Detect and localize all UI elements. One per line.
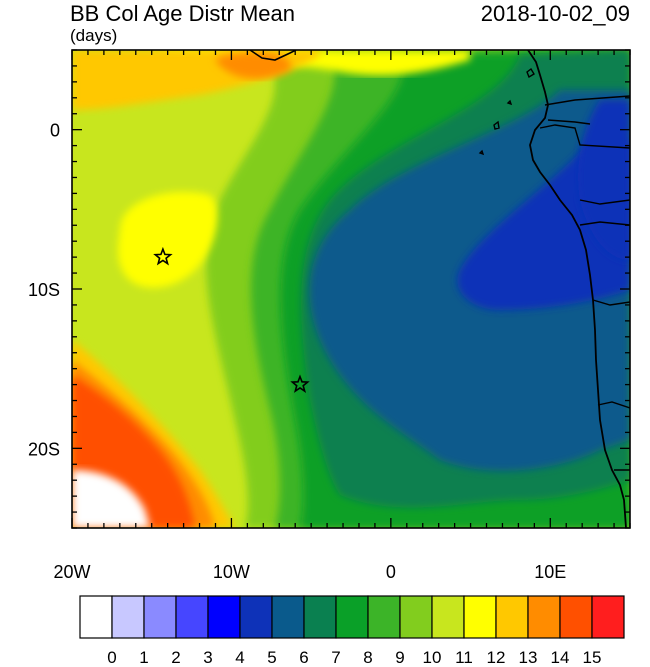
colorbar-label: 11: [455, 648, 473, 667]
x-tick-label: 20W: [53, 562, 90, 582]
colorbar-label: 1: [139, 648, 148, 667]
colorbar-label: 8: [363, 648, 372, 667]
island-sao-tome: [493, 120, 500, 130]
colorbar: 0 1 2 3 4 5 6 7 8 9 10 11 12 13 14 15: [79, 595, 625, 667]
colorbar-label: 15: [583, 648, 602, 667]
colorbar-label: 5: [267, 648, 276, 667]
colorbar-label: 2: [171, 648, 180, 667]
site-markers: [153, 246, 310, 393]
island-principe: [506, 99, 513, 106]
africa-coastline: [527, 50, 627, 528]
colorbar-label: 4: [235, 648, 244, 667]
colorbar-swatch: [335, 595, 369, 639]
colorbar-swatch: [143, 595, 177, 639]
timestamp: 2018-10-02_09: [480, 1, 630, 26]
country-borders: [539, 95, 630, 471]
colorbar-swatch: [79, 595, 113, 639]
x-tick-label: 10W: [213, 562, 250, 582]
colorbar-label: 0: [107, 648, 116, 667]
colorbar-label: 9: [395, 648, 404, 667]
colorbar-swatch: [239, 595, 273, 639]
y-tick-label: 0: [50, 121, 60, 141]
y-tick-label: 20S: [28, 439, 60, 459]
colorbar-swatch: [559, 595, 593, 639]
island-bioko: [526, 67, 535, 79]
field-band-12-west: [117, 191, 218, 288]
colorbar-swatch: [431, 595, 465, 639]
colorbar-swatch: [367, 595, 401, 639]
colorbar-swatch: [463, 595, 497, 639]
island-annobon: [478, 149, 485, 156]
star-marker: [290, 374, 310, 393]
axis-ticks: 20W 10W 0 10E 0 10S 20S: [28, 49, 631, 582]
y-tick-label: 10S: [28, 280, 60, 300]
map-title: BB Col Age Distr Mean: [70, 1, 295, 26]
units-label: (days): [70, 26, 118, 45]
colorbar-label: 14: [551, 648, 570, 667]
colorbar-swatch: [527, 595, 561, 639]
x-tick-label: 0: [386, 562, 396, 582]
map-panel: [72, 50, 630, 528]
x-tick-label: 10E: [534, 562, 566, 582]
colorbar-swatch: [303, 595, 337, 639]
star-marker: [153, 246, 173, 266]
field-band-5-east: [578, 100, 630, 260]
colorbar-label: 7: [331, 648, 340, 667]
colorbar-swatch: [495, 595, 529, 639]
colorbar-swatch: [591, 595, 625, 639]
colorbar-label: 3: [203, 648, 212, 667]
colorbar-label: 10: [423, 648, 442, 667]
colorbar-swatch: [271, 595, 305, 639]
colorbar-label: 12: [487, 648, 506, 667]
colorbar-label: 13: [519, 648, 538, 667]
field-missing: [72, 470, 150, 528]
colorbar-swatch: [399, 595, 433, 639]
colorbar-label: 6: [299, 648, 308, 667]
colorbar-swatch: [111, 595, 145, 639]
field-band-14-north: [215, 52, 291, 79]
colorbar-swatch: [207, 595, 241, 639]
west-africa-coast: [249, 50, 297, 61]
colorbar-swatch: [175, 595, 209, 639]
